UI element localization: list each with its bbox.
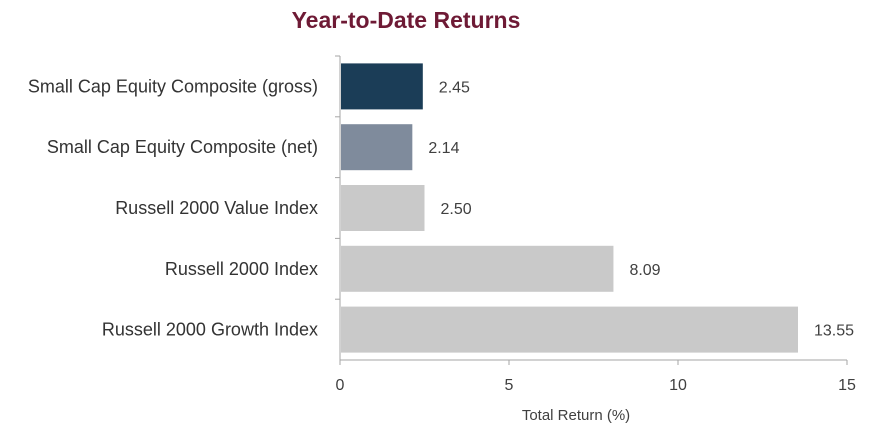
value-label-russell-2000-value-index: 2.50 [441, 201, 472, 218]
bar-russell-2000-index [341, 246, 613, 292]
value-label-small-cap-equity-composite-gross: 2.45 [439, 79, 470, 96]
bar-small-cap-equity-composite-gross [341, 63, 423, 109]
value-label-russell-2000-index: 8.09 [629, 262, 660, 279]
bar-russell-2000-growth-index [341, 307, 798, 353]
category-label-small-cap-equity-composite-gross: Small Cap Equity Composite (gross) [28, 76, 318, 96]
bars-group: Small Cap Equity Composite (gross) 2.45 Sm… [28, 63, 854, 352]
category-label-russell-2000-index: Russell 2000 Index [165, 259, 318, 279]
chart-title: Year-to-Date Returns [292, 7, 521, 33]
value-label-small-cap-equity-composite-net: 2.14 [428, 140, 459, 157]
category-label-russell-2000-value-index: Russell 2000 Value Index [115, 198, 318, 218]
category-label-small-cap-equity-composite-net: Small Cap Equity Composite (net) [47, 137, 318, 157]
category-label-russell-2000-growth-index: Russell 2000 Growth Index [102, 320, 318, 340]
x-tick-label: 5 [505, 377, 514, 394]
x-axis-title: Total Return (%) [522, 407, 630, 424]
x-tick-label: 15 [838, 377, 856, 394]
bar-small-cap-equity-composite-net [341, 124, 412, 170]
x-tick-label: 10 [669, 377, 687, 394]
value-label-russell-2000-growth-index: 13.55 [814, 323, 854, 340]
x-tick-label: 0 [336, 377, 345, 394]
bar-russell-2000-value-index [341, 185, 425, 231]
